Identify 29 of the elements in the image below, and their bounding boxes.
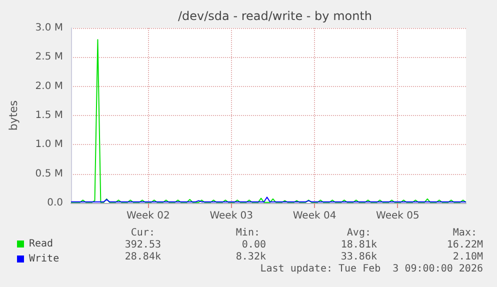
legend-label: Read: [29, 238, 54, 250]
y-tick-label: 2.0 M: [35, 80, 63, 92]
y-tick-label: 3.0 M: [35, 22, 63, 34]
text: 18.81k: [340, 240, 377, 250]
line-series: [70, 39, 466, 203]
x-tick-label: Week 04: [292, 210, 336, 222]
y-tick-label: 1.0 M: [35, 139, 63, 150]
text: 0.00: [242, 240, 266, 250]
text: Min:: [236, 228, 260, 238]
text: 16.22M: [446, 240, 483, 250]
text: 28.84k: [124, 252, 161, 262]
x-tick-label: Week 03: [210, 210, 254, 222]
chart-title: /dev/sda - read/write - by month: [178, 9, 372, 23]
text: Last update: Tue Feb 3 09:00:00 2026: [260, 264, 483, 274]
legend-label: Write: [29, 254, 60, 264]
text: Avg:: [346, 228, 371, 238]
y-axis-title: bytes: [7, 100, 20, 131]
text: 392.53: [124, 240, 161, 250]
x-tick-label: Week 02: [126, 210, 170, 222]
x-tick-label: Week 05: [376, 210, 420, 222]
y-tick-label: 0.0: [47, 198, 63, 208]
text: 33.86k: [340, 252, 377, 262]
text: 2.10M: [452, 252, 483, 262]
text: Max:: [452, 228, 477, 238]
y-tick-label: 1.5 M: [35, 110, 63, 121]
y-tick-label: 0.5 M: [35, 168, 63, 180]
text: Cur:: [130, 228, 155, 238]
text: 8.32k: [236, 252, 266, 262]
y-tick-label: 2.5 M: [35, 52, 63, 63]
